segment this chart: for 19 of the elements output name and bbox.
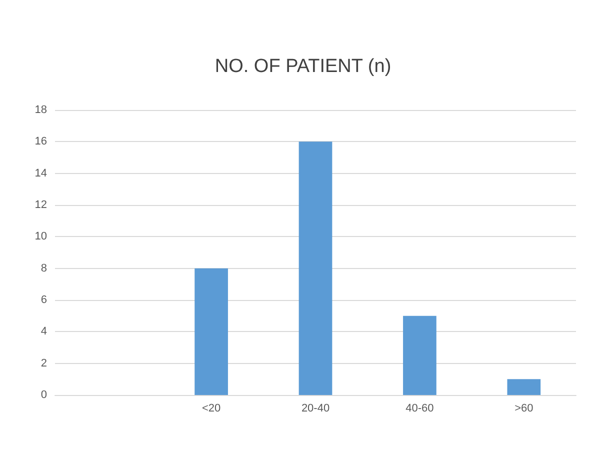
y-tick-label: 14: [34, 167, 47, 180]
x-tick-label: 20-40: [301, 402, 330, 414]
y-tick-label: 0: [40, 389, 47, 401]
y-tick-label: 2: [40, 357, 47, 370]
chart-title: NO. OF PATIENT (n): [214, 56, 392, 77]
x-tick-label: <20: [202, 402, 221, 414]
bar: [403, 316, 436, 395]
y-tick-label: 12: [34, 199, 47, 211]
y-tick-label: 6: [40, 294, 47, 306]
bar: [507, 379, 541, 395]
y-tick-label: 10: [34, 230, 47, 243]
y-tick-label: 16: [34, 136, 47, 148]
bar: [194, 268, 228, 395]
bar: [298, 142, 332, 395]
x-tick-label: >60: [514, 402, 534, 414]
y-tick-label: 8: [40, 262, 47, 274]
y-tick-label: 18: [34, 104, 47, 116]
y-tick-label: 4: [40, 326, 47, 338]
x-tick-label: 40-60: [406, 402, 434, 414]
